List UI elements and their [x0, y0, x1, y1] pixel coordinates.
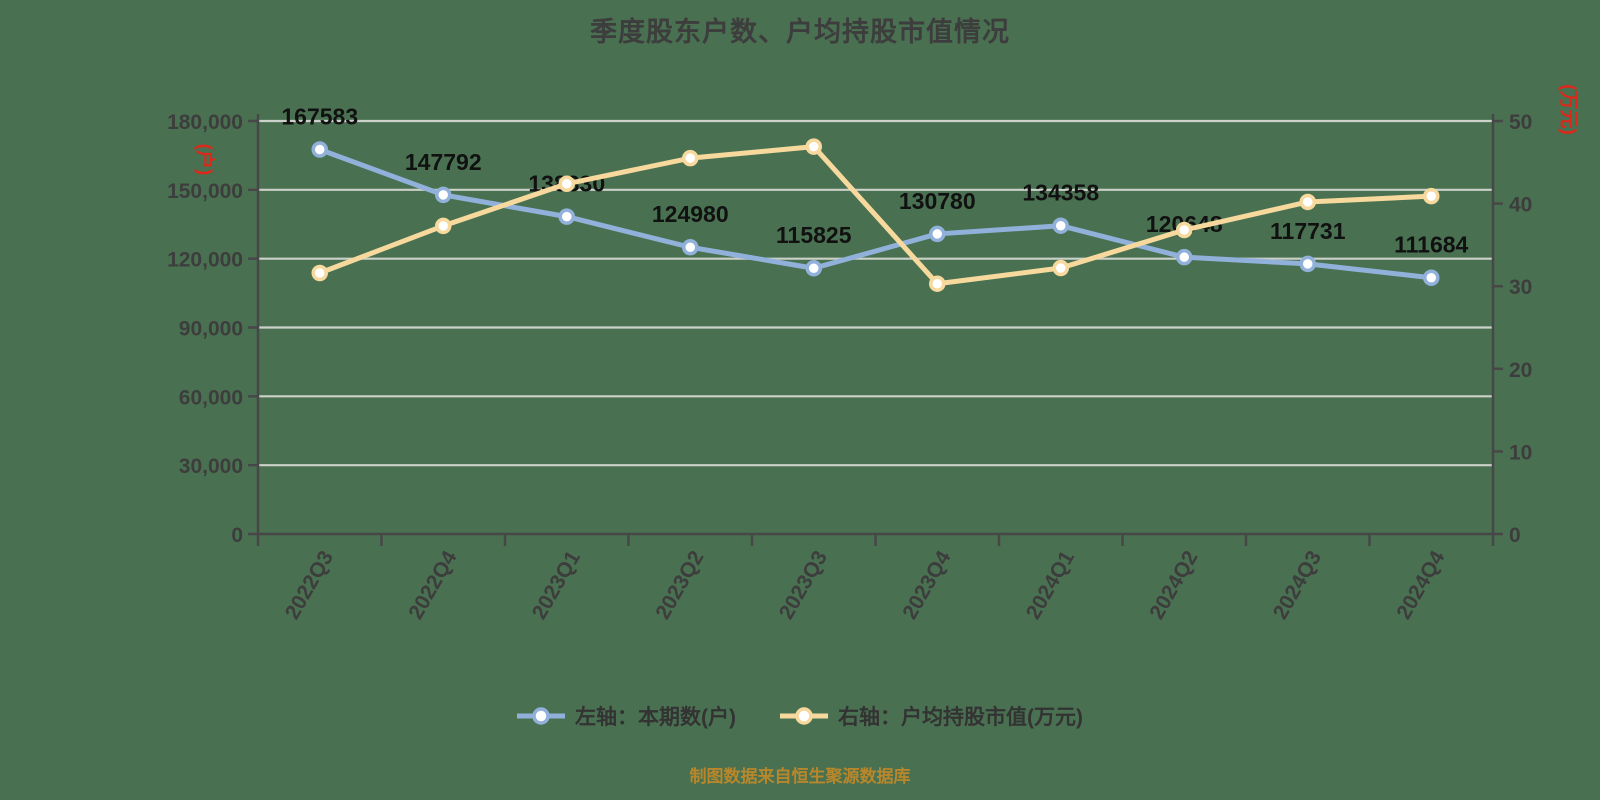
- chart-footer-source: 制图数据来自恒生聚源数据库: [689, 767, 911, 786]
- series-point-left[interactable]: [682, 238, 699, 256]
- series-point-right[interactable]: [1423, 187, 1440, 205]
- chart-title: 季度股东户数、户均持股市值情况: [590, 17, 1010, 47]
- data-point-label: 124980: [652, 201, 729, 227]
- series-point-right[interactable]: [929, 275, 946, 292]
- x-axis-category-label: 2024Q4: [1392, 547, 1449, 623]
- series-point-left[interactable]: [929, 225, 946, 243]
- x-axis-category-label: 2023Q2: [651, 547, 708, 623]
- right-axis-tick-label: 0: [1509, 524, 1521, 547]
- data-point-label: 167583: [281, 103, 358, 129]
- series-point-right[interactable]: [435, 217, 452, 235]
- left-axis-tick-label: 30,000: [179, 455, 243, 478]
- x-axis-category-label: 2023Q1: [528, 547, 585, 623]
- right-axis-tick-label: 10: [1509, 441, 1532, 464]
- x-axis-category-label: 2024Q1: [1022, 547, 1079, 623]
- x-axis-category-label: 2023Q4: [898, 547, 955, 623]
- x-axis-category-label: 2022Q4: [404, 547, 461, 623]
- series-point-left[interactable]: [435, 186, 452, 204]
- series-point-left[interactable]: [558, 208, 575, 225]
- series-point-right[interactable]: [558, 175, 575, 193]
- data-point-label: 117731: [1270, 218, 1346, 244]
- series-point-left[interactable]: [1423, 269, 1440, 286]
- left-axis-tick-label: 180,000: [167, 111, 243, 134]
- series-point-right[interactable]: [1176, 221, 1193, 239]
- x-axis-category-label: 2024Q3: [1269, 547, 1326, 623]
- data-point-label: 130780: [899, 188, 976, 214]
- left-axis-tick-label: 90,000: [179, 318, 243, 341]
- x-axis-category-label: 2022Q3: [281, 547, 338, 623]
- series-point-left[interactable]: [1176, 248, 1193, 266]
- series-point-right[interactable]: [805, 138, 822, 155]
- series-point-right[interactable]: [682, 149, 699, 167]
- left-axis-tick-label: 60,000: [179, 386, 243, 409]
- legend-label: 右轴：户均持股市值(万元): [838, 706, 1083, 729]
- series-point-left[interactable]: [805, 259, 822, 277]
- series-point-right[interactable]: [1299, 193, 1316, 211]
- series-point-right[interactable]: [311, 264, 328, 282]
- series-point-right[interactable]: [1052, 259, 1069, 277]
- legend-line-marker-icon: [517, 707, 565, 725]
- series-point-left[interactable]: [311, 141, 328, 158]
- right-axis-tick-label: 40: [1509, 194, 1532, 217]
- left-axis-tick-label: 120,000: [167, 249, 243, 272]
- data-point-label: 111684: [1394, 232, 1468, 258]
- series-point-left[interactable]: [1052, 217, 1069, 234]
- legend-circle: [532, 707, 550, 725]
- left-axis-tick-label: 0: [231, 524, 243, 547]
- legend-circle: [795, 707, 813, 725]
- legend-item-right-axis[interactable]: 右轴：户均持股市值(万元): [780, 701, 1083, 731]
- series-point-left[interactable]: [1299, 255, 1316, 273]
- x-axis-category-label: 2024Q2: [1145, 547, 1202, 623]
- chart-legend: 左轴：本期数(户) 右轴：户均持股市值(万元): [0, 701, 1600, 731]
- right-axis-tick-label: 20: [1509, 359, 1532, 382]
- data-point-label: 134358: [1022, 180, 1099, 206]
- right-axis-tick-label: 30: [1509, 276, 1532, 299]
- legend-line-marker-icon: [780, 707, 828, 725]
- data-point-label: 115825: [776, 222, 852, 248]
- legend-label: 左轴：本期数(户): [575, 706, 736, 729]
- right-axis-tick-label: 50: [1509, 111, 1532, 134]
- series-line-right: [317, 144, 1434, 287]
- data-point-label: 147792: [405, 149, 482, 175]
- left-axis-tick-label: 150,000: [167, 180, 243, 203]
- x-axis-category-label: 2023Q3: [775, 547, 832, 623]
- legend-item-left-axis[interactable]: 左轴：本期数(户): [517, 701, 736, 731]
